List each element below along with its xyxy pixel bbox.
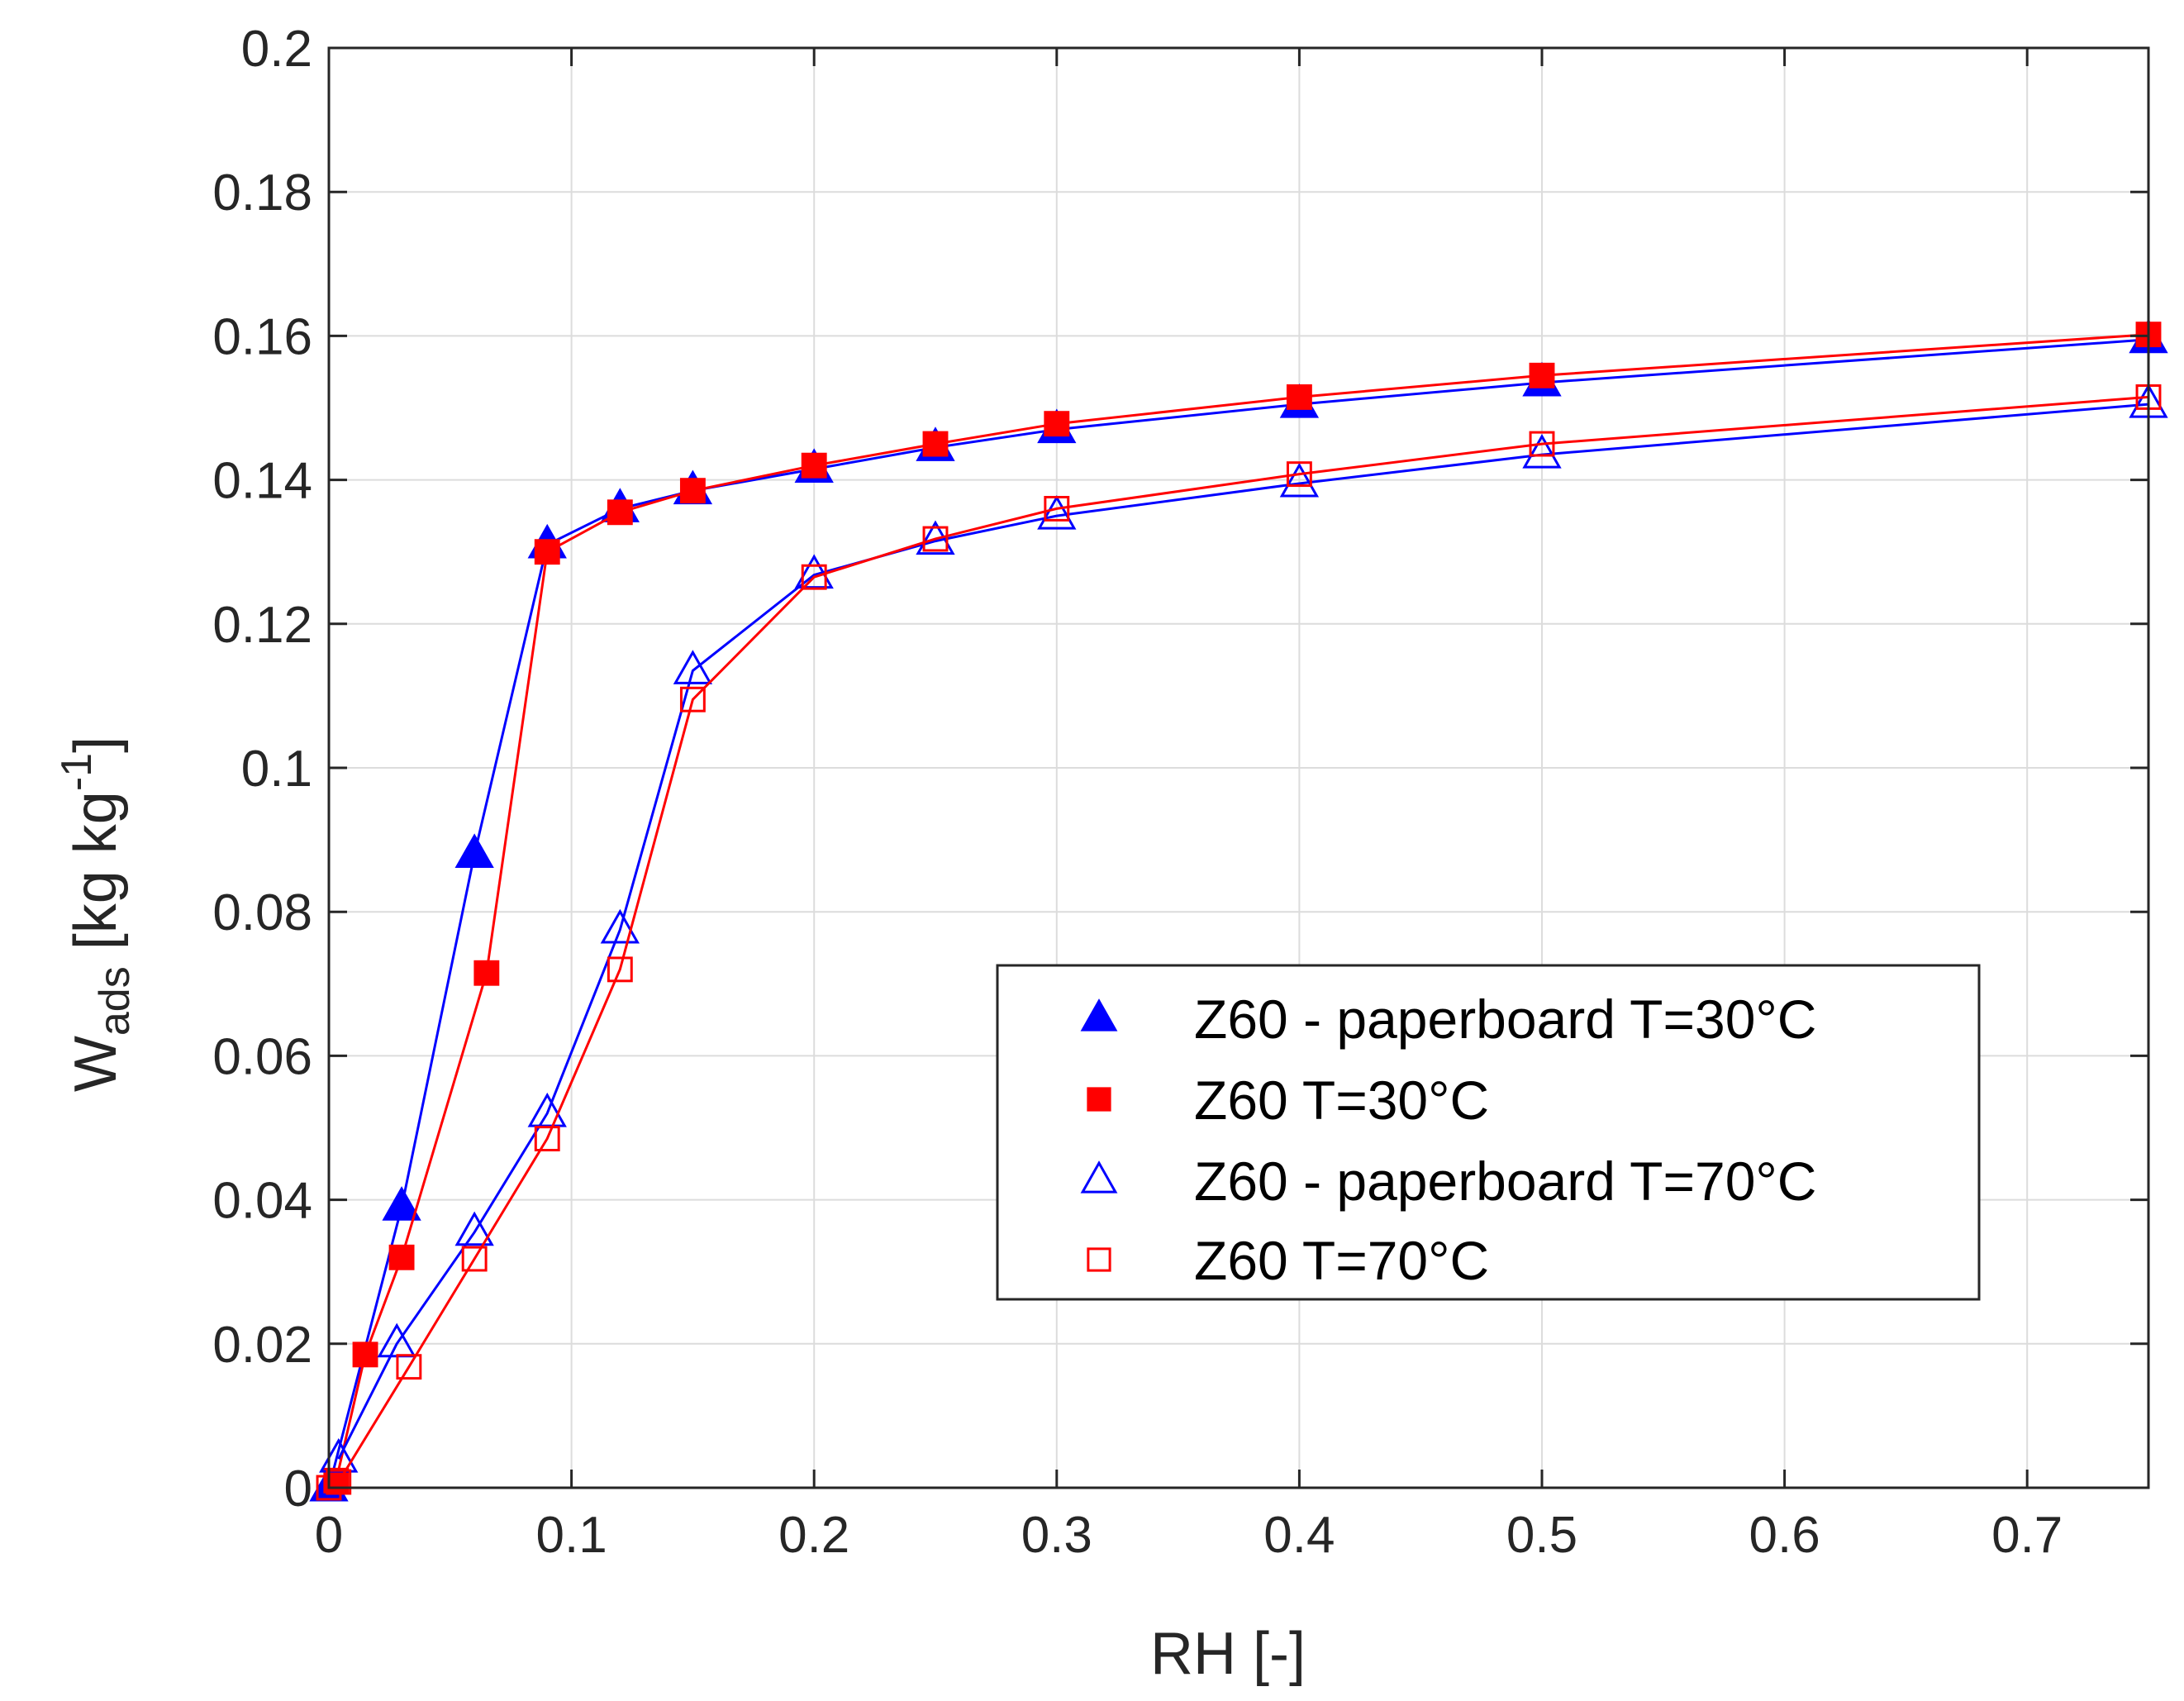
square-open-marker <box>326 1469 352 1495</box>
square-open-marker <box>1044 496 1070 522</box>
legend-entries: Z60 - paperboard T=30°C Z60 T=30°C Z60 - p… <box>1080 989 1816 1291</box>
square-open-marker <box>1529 431 1555 457</box>
square-open-marker <box>461 1246 488 1272</box>
series-line <box>328 395 2149 1489</box>
square-filled-marker <box>352 1341 378 1368</box>
legend-entry: Z60 - paperboard T=70°C <box>1080 1151 1816 1212</box>
triangle-open-marker <box>600 908 640 944</box>
y-tick-label: 0.18 <box>212 164 312 222</box>
y-tick-label: 0.16 <box>212 308 312 365</box>
y-label-main: W <box>63 1036 129 1092</box>
grid-lines <box>328 47 2148 1489</box>
square-filled-marker <box>473 960 500 986</box>
square-open-marker <box>396 1354 422 1380</box>
triangle-filled-marker <box>382 1186 421 1221</box>
legend-label: Z60 T=30°C <box>1194 1070 1489 1131</box>
series-line <box>327 338 2149 1489</box>
triangle-open-marker <box>794 554 834 589</box>
axis-ticks <box>327 46 2148 1489</box>
square-open-marker <box>679 686 706 712</box>
legend-label: Z60 - paperboard T=70°C <box>1194 1151 1816 1212</box>
triangle-open-marker <box>454 1211 494 1246</box>
square-open-marker <box>607 956 633 983</box>
series-line <box>337 403 2149 1460</box>
square-open-marker <box>1087 1247 1111 1272</box>
triangle-filled-marker <box>1080 998 1118 1032</box>
square-filled-marker <box>1286 384 1312 410</box>
square-filled-marker <box>607 499 633 526</box>
x-tick-label: 0.6 <box>1749 1507 1820 1564</box>
square-filled-marker <box>801 452 827 479</box>
y-tick-label: 0 <box>284 1460 312 1518</box>
triangle-filled-marker <box>454 833 494 869</box>
square-open-marker <box>801 564 827 590</box>
x-tick-label: 0.5 <box>1506 1507 1577 1564</box>
square-filled-marker <box>388 1244 415 1270</box>
y-tick-label: 0.12 <box>212 597 312 654</box>
square-filled-marker <box>534 539 560 565</box>
square-filled-marker <box>1087 1087 1111 1112</box>
x-tick-label: 0.4 <box>1263 1507 1335 1564</box>
square-filled-marker <box>679 478 706 504</box>
y-label-subscript: ads <box>91 966 139 1036</box>
x-tick-label: 0.3 <box>1021 1507 1092 1564</box>
x-tick-label: 0.1 <box>535 1507 607 1564</box>
x-tick-label: 0 <box>315 1507 343 1564</box>
square-open-marker <box>922 526 949 552</box>
y-tick-label: 0.04 <box>212 1173 312 1230</box>
x-axis-label: RH [-] <box>1150 1621 1306 1687</box>
legend-entry: Z60 T=70°C <box>1087 1230 1489 1291</box>
triangle-open-marker <box>1037 494 1077 530</box>
y-tick-label: 0.06 <box>212 1028 312 1085</box>
square-filled-marker <box>1044 411 1070 437</box>
square-open-marker <box>534 1126 560 1152</box>
y-label-superscript: -1 <box>53 753 101 791</box>
y-label-unit-open: [kg kg <box>63 791 129 966</box>
square-open-marker <box>1286 461 1312 488</box>
triangle-open-marker <box>527 1092 567 1127</box>
legend-entry: Z60 T=30°C <box>1087 1070 1489 1131</box>
triangle-open-marker <box>1080 1160 1118 1194</box>
x-tick-label: 0.7 <box>1991 1507 2063 1564</box>
legend-entry: Z60 - paperboard T=30°C <box>1080 989 1816 1050</box>
y-tick-label: 0.2 <box>241 21 312 78</box>
square-filled-marker <box>1529 362 1555 388</box>
legend-box <box>996 964 1981 1301</box>
triangle-open-marker <box>916 520 955 555</box>
tick-labels: 0 0.1 0.2 0.3 0.4 0.5 0.6 0.7 0 0.02 0.04 0.06 0.08 0… <box>212 21 2063 1564</box>
x-tick-label: 0.2 <box>778 1507 849 1564</box>
legend: Z60 - paperboard T=30°C Z60 T=30°C Z60 - p… <box>996 964 1981 1301</box>
triangle-open-marker <box>1522 433 1562 469</box>
y-tick-label: 0.02 <box>212 1317 312 1374</box>
plot-series <box>309 318 2168 1502</box>
square-filled-marker <box>922 431 949 457</box>
y-tick-label: 0.1 <box>241 741 312 798</box>
y-tick-label: 0.14 <box>212 453 312 510</box>
y-label-unit-close: ] <box>63 736 129 753</box>
y-axis-label: Wads [kg kg-1] <box>53 736 139 1092</box>
legend-label: Z60 - paperboard T=30°C <box>1194 989 1816 1050</box>
triangle-open-marker <box>673 650 713 684</box>
y-tick-label: 0.08 <box>212 884 312 941</box>
legend-label: Z60 T=70°C <box>1194 1230 1489 1291</box>
triangle-open-marker <box>1279 462 1320 498</box>
